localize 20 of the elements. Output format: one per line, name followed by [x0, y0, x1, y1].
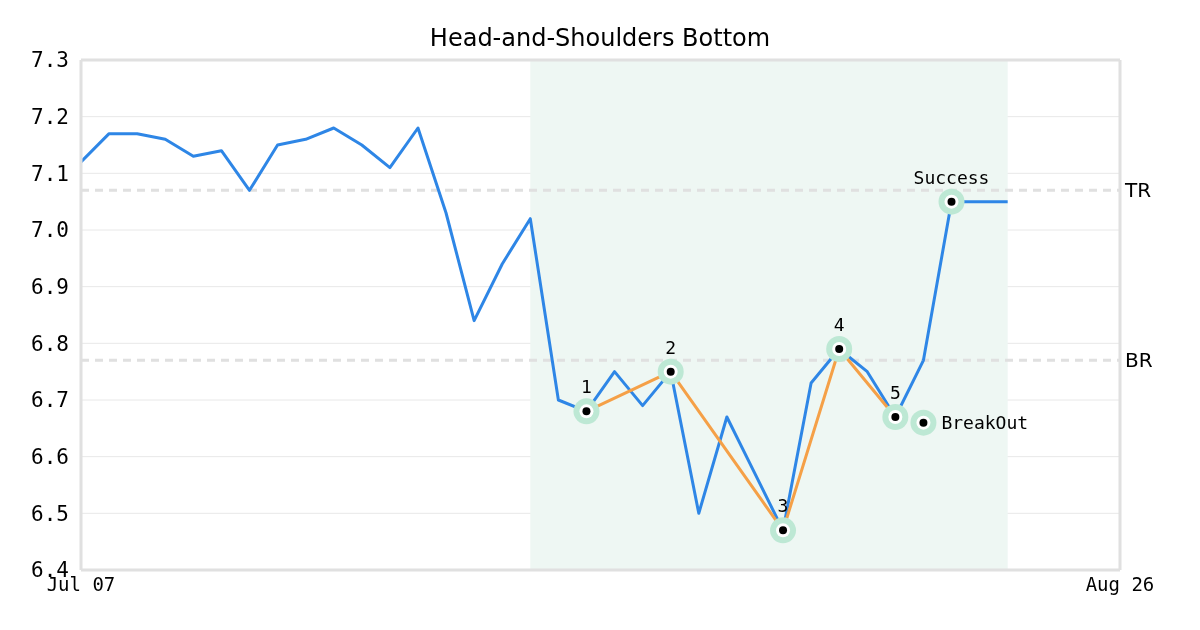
y-tick-label: 7.3: [31, 48, 69, 73]
annotation: 5: [889, 382, 901, 403]
y-tick-label: 6.7: [31, 388, 69, 413]
ref-line-label: BR: [1125, 348, 1153, 373]
y-tick-label: 7.2: [31, 105, 69, 130]
annotation: 4: [833, 314, 845, 335]
y-tick-label: 6.6: [31, 445, 69, 470]
annotation: 2: [665, 336, 677, 358]
y-tick-label: 7.0: [31, 218, 69, 243]
y-tick-label: 6.5: [31, 501, 69, 526]
annotation: Success: [913, 166, 990, 188]
y-tick-label: 6.8: [31, 331, 69, 356]
y-tick-label: 6.9: [31, 275, 69, 300]
annotation: 3: [777, 495, 789, 517]
ref-line-label: TR: [1124, 178, 1152, 203]
y-tick-label: 7.1: [31, 161, 69, 186]
annotation: 1: [581, 376, 592, 398]
chart-title: Head-and-Shoulders Bottom: [429, 24, 771, 52]
x-tick-label: Aug 26: [1085, 573, 1155, 596]
annotation: BreakOut: [941, 412, 1029, 434]
